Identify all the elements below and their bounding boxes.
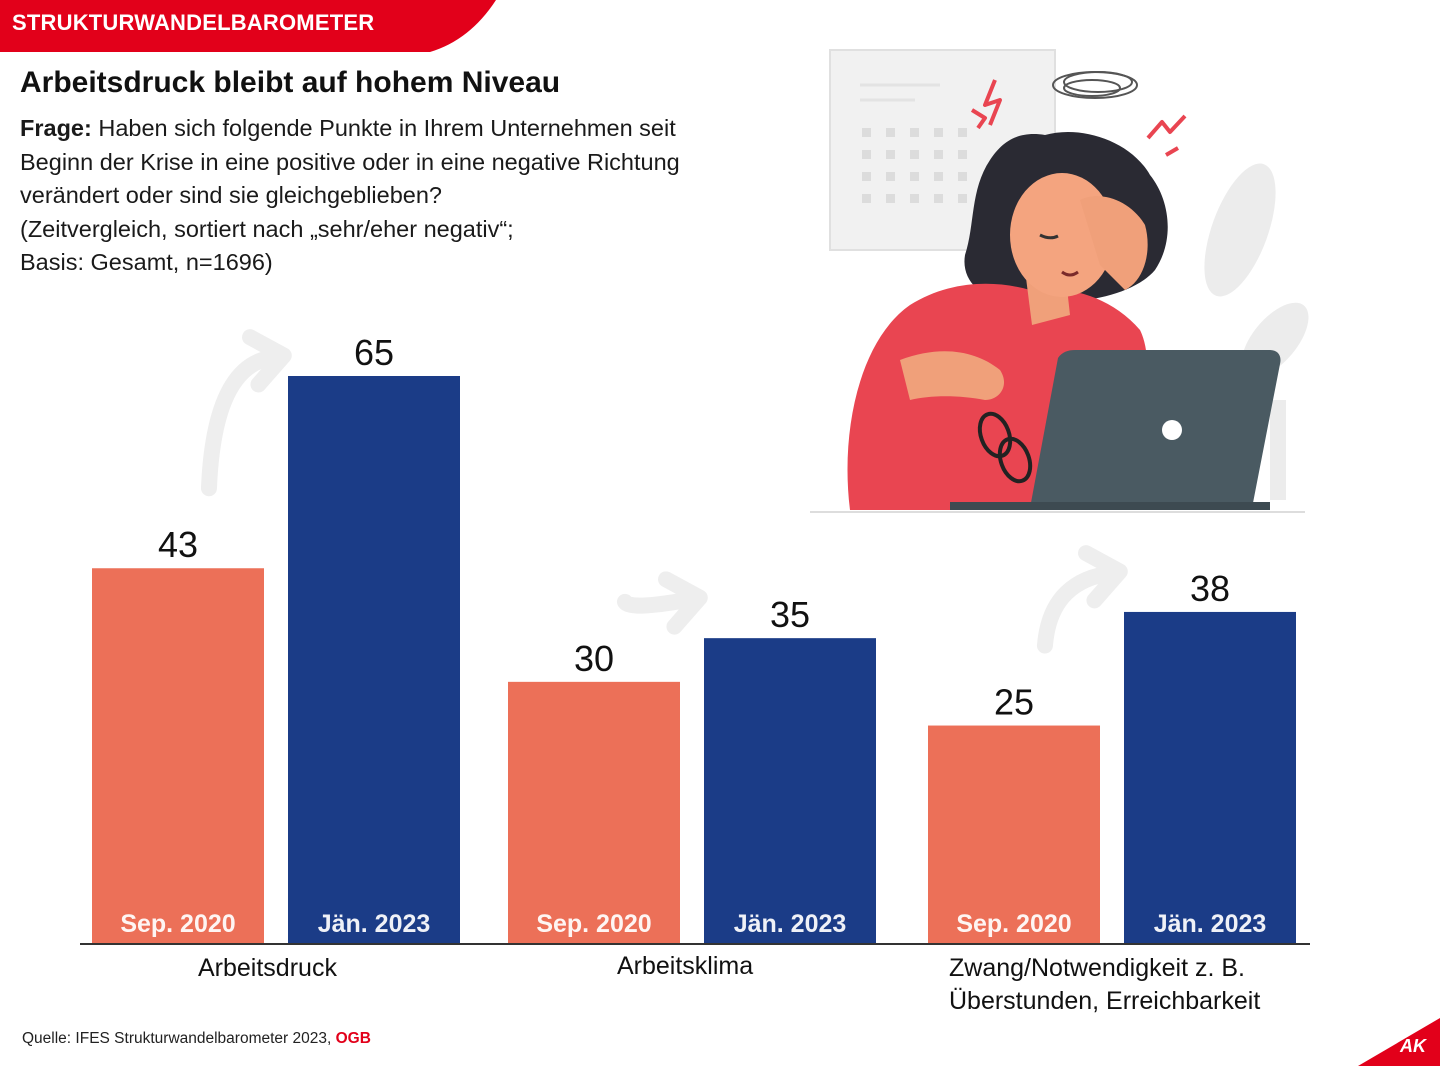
category-label-line: Arbeitsdruck — [198, 954, 337, 982]
category-label-line: Zwang/Notwendigkeit z. B. — [949, 954, 1245, 982]
question-line-5: Basis: Gesamt, n=1696) — [20, 249, 273, 275]
laptop-icon — [950, 350, 1281, 510]
category-label-arbeitsklima: Arbeitsklima — [617, 950, 753, 983]
bar-zwang-notwendigkeit-z-b-berstunden-erreichbarkeit-j-n-2023 — [1124, 611, 1296, 944]
value-label: 65 — [354, 332, 394, 373]
trend-arrow-zwang-notwendigkeit-z-b-berstunden-erreichbarkeit — [1036, 545, 1128, 654]
scribble-icon — [1052, 71, 1138, 99]
header-banner — [0, 0, 496, 52]
bar-series-label: Sep. 2020 — [536, 910, 651, 938]
value-label: 35 — [770, 594, 810, 635]
ak-logo-text: AK — [1399, 1036, 1428, 1056]
category-label-arbeitsdruck: Arbeitsdruck — [198, 952, 337, 985]
category-label-zwang: Zwang/Notwendigkeit z. B. Überstunden, E… — [949, 952, 1260, 1018]
value-label: 38 — [1190, 568, 1230, 609]
bar-arbeitsklima-j-n-2023 — [704, 638, 876, 944]
glasses-icon — [977, 411, 1033, 484]
question-text: Frage: Haben sich folgende Punkte in Ihr… — [20, 112, 780, 280]
trend-arrow-arbeitsdruck — [200, 329, 292, 497]
trend-arrow-arbeitsklima — [616, 571, 708, 635]
bar-arbeitsklima-sep-2020 — [508, 681, 680, 944]
stress-lightning-icon — [970, 79, 1187, 157]
bar-series-label: Jän. 2023 — [1154, 910, 1267, 938]
stressed-worker-illustration — [810, 49, 1309, 513]
question-label: Frage: — [20, 115, 92, 141]
bar-arbeitsdruck-sep-2020 — [92, 568, 264, 944]
value-label: 25 — [994, 682, 1034, 723]
category-label-line: Arbeitsklima — [617, 952, 754, 980]
question-line-2: Beginn der Krise in eine positive oder i… — [20, 148, 680, 175]
banner-title: STRUKTURWANDELBAROMETER — [12, 10, 375, 35]
category-label-line: Überstunden, Erreichbarkeit — [949, 987, 1261, 1015]
value-label: 30 — [574, 638, 614, 679]
bar-series-label: Sep. 2020 — [956, 910, 1071, 938]
value-label: 43 — [158, 524, 198, 565]
bar-series-label: Jän. 2023 — [318, 910, 431, 938]
bar-arbeitsdruck-j-n-2023 — [288, 376, 460, 944]
question-line-3: verändert oder sind sie gleichgeblieben? — [20, 182, 442, 208]
ak-logo: AK — [1358, 1018, 1440, 1066]
bar-series-label: Jän. 2023 — [734, 910, 847, 938]
chart-title: Arbeitsdruck bleibt auf hohem Niveau — [20, 66, 561, 99]
question-line-4: (Zeitvergleich, sortiert nach „sehr/eher… — [20, 215, 514, 242]
source-note: Quelle: IFES Strukturwandelbarometer 202… — [22, 1030, 371, 1048]
bar-zwang-notwendigkeit-z-b-berstunden-erreichbarkeit-sep-2020 — [928, 725, 1100, 944]
bar-series-label: Sep. 2020 — [120, 910, 235, 938]
question-line-1: Haben sich folgende Punkte in Ihrem Unte… — [98, 115, 676, 141]
ogb-brand: OGB — [335, 1030, 371, 1047]
source-text: Quelle: IFES Strukturwandelbarometer 202… — [22, 1030, 332, 1047]
